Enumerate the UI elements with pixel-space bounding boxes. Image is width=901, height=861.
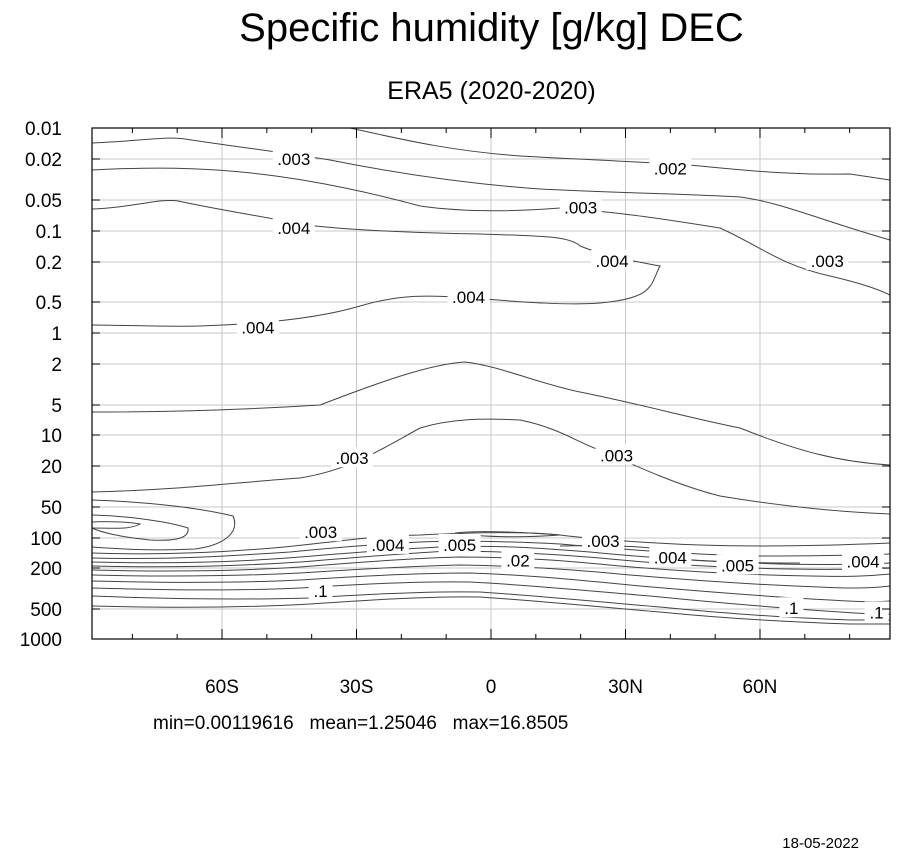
stats-line: min=0.00119616 mean=1.25046 max=16.8505 [153, 713, 569, 734]
contour-label: .004 [452, 288, 485, 307]
contour-line [91, 540, 891, 560]
contour-label-bg [272, 147, 315, 168]
contour-line [91, 596, 890, 625]
contour-label-bg [447, 285, 490, 306]
contour-line [91, 532, 891, 555]
x-tick-label: 30S [340, 677, 374, 698]
contour-label: .005 [721, 556, 754, 575]
contour-line [91, 581, 891, 615]
contour-label: .003 [587, 532, 620, 551]
chart-title: Specific humidity [g/kg] DEC [239, 6, 744, 50]
contour-label: .004 [371, 536, 404, 555]
contour-line [91, 591, 890, 621]
y-tick-label: 200 [30, 559, 62, 580]
contour-labels: .003 .002 .003 .004 .004 .003 .004 .004 .003 .003… [236, 147, 889, 622]
contour-line [91, 361, 891, 466]
contour-label: .004 [654, 549, 687, 568]
contour-label: .004 [595, 252, 628, 271]
contour-label: .003 [335, 449, 368, 468]
y-tick-label: 0.01 [25, 119, 62, 140]
y-tick-label: 2 [51, 355, 62, 376]
contour-label-bg [842, 550, 885, 571]
contour-label-bg [308, 580, 333, 601]
contour-label-bg [366, 533, 409, 554]
date-stamp: 18-05-2022 [782, 835, 859, 852]
contour-label-bg [438, 533, 481, 554]
contour-label: .002 [654, 160, 687, 179]
contour-line [349, 127, 891, 181]
contour-label: .1 [314, 582, 328, 601]
y-tick-label: 0.02 [25, 150, 62, 171]
y-tick-label: 0.05 [25, 191, 62, 212]
contour-line [91, 137, 891, 241]
contour-label-bg [299, 521, 342, 542]
contour-label: .1 [784, 599, 798, 618]
contour-label-bg [331, 447, 374, 468]
y-tick-label: 1000 [20, 630, 62, 651]
y-tick-label: 5 [51, 396, 62, 417]
y-tick-label: 50 [41, 498, 62, 519]
contour-label-bg [501, 549, 535, 570]
contour-label-bg [716, 554, 759, 575]
y-tick-label: 10 [41, 426, 62, 447]
contour-label-bg [806, 249, 849, 270]
contour-label-bg [595, 444, 638, 465]
contour-line [91, 521, 142, 529]
contour-label: .003 [304, 523, 337, 542]
contour-label-bg [591, 249, 634, 270]
contour-label: .003 [811, 252, 844, 271]
y-tick-label: 100 [30, 529, 62, 550]
y-axis: 0.01 0.02 0.05 0.1 0.2 0.5 1 2 5 10 20 50 100 200 500 1… [20, 119, 890, 651]
contour-label: .003 [564, 199, 597, 218]
contour-line [91, 418, 891, 515]
contour-label: .004 [277, 219, 310, 238]
contour-line [91, 514, 189, 541]
x-axis: 60S 30S 0 30N 60N [131, 128, 851, 698]
x-tick-label: 60S [205, 677, 239, 698]
contour-line [454, 531, 561, 538]
contour-line [91, 167, 891, 296]
contour-line [91, 545, 891, 565]
contour-line [91, 572, 891, 603]
contour-label-bg [236, 316, 279, 337]
contour-label: .003 [600, 446, 633, 465]
chart-subtitle: ERA5 (2020-2020) [387, 77, 596, 105]
contour-label: .003 [277, 150, 310, 169]
contour-label: .004 [241, 319, 274, 338]
y-tick-label: 0.5 [36, 293, 62, 314]
contour-label-bg [649, 157, 692, 178]
contour-label: .005 [443, 536, 476, 555]
contour-label-bg [649, 546, 692, 567]
y-tick-label: 0.2 [36, 253, 62, 274]
x-tick-label: 0 [486, 677, 497, 698]
contour-label: .02 [506, 551, 530, 570]
x-tick-label: 30N [608, 677, 643, 698]
contour-label-bg [864, 601, 889, 622]
contour-label: .004 [847, 553, 880, 572]
contour-label-bg [582, 530, 625, 551]
contour-label-bg [272, 216, 315, 237]
y-tick-label: 0.1 [36, 222, 62, 243]
contour-line [91, 199, 661, 327]
contour-line [91, 499, 236, 551]
contour-label-bg [559, 196, 602, 217]
x-tick-label: 60N [743, 677, 778, 698]
y-tick-label: 1 [51, 324, 62, 345]
contour-label: .1 [869, 603, 883, 622]
contour-label-bg [779, 597, 804, 618]
y-tick-label: 500 [30, 600, 62, 621]
y-tick-label: 20 [41, 457, 62, 478]
